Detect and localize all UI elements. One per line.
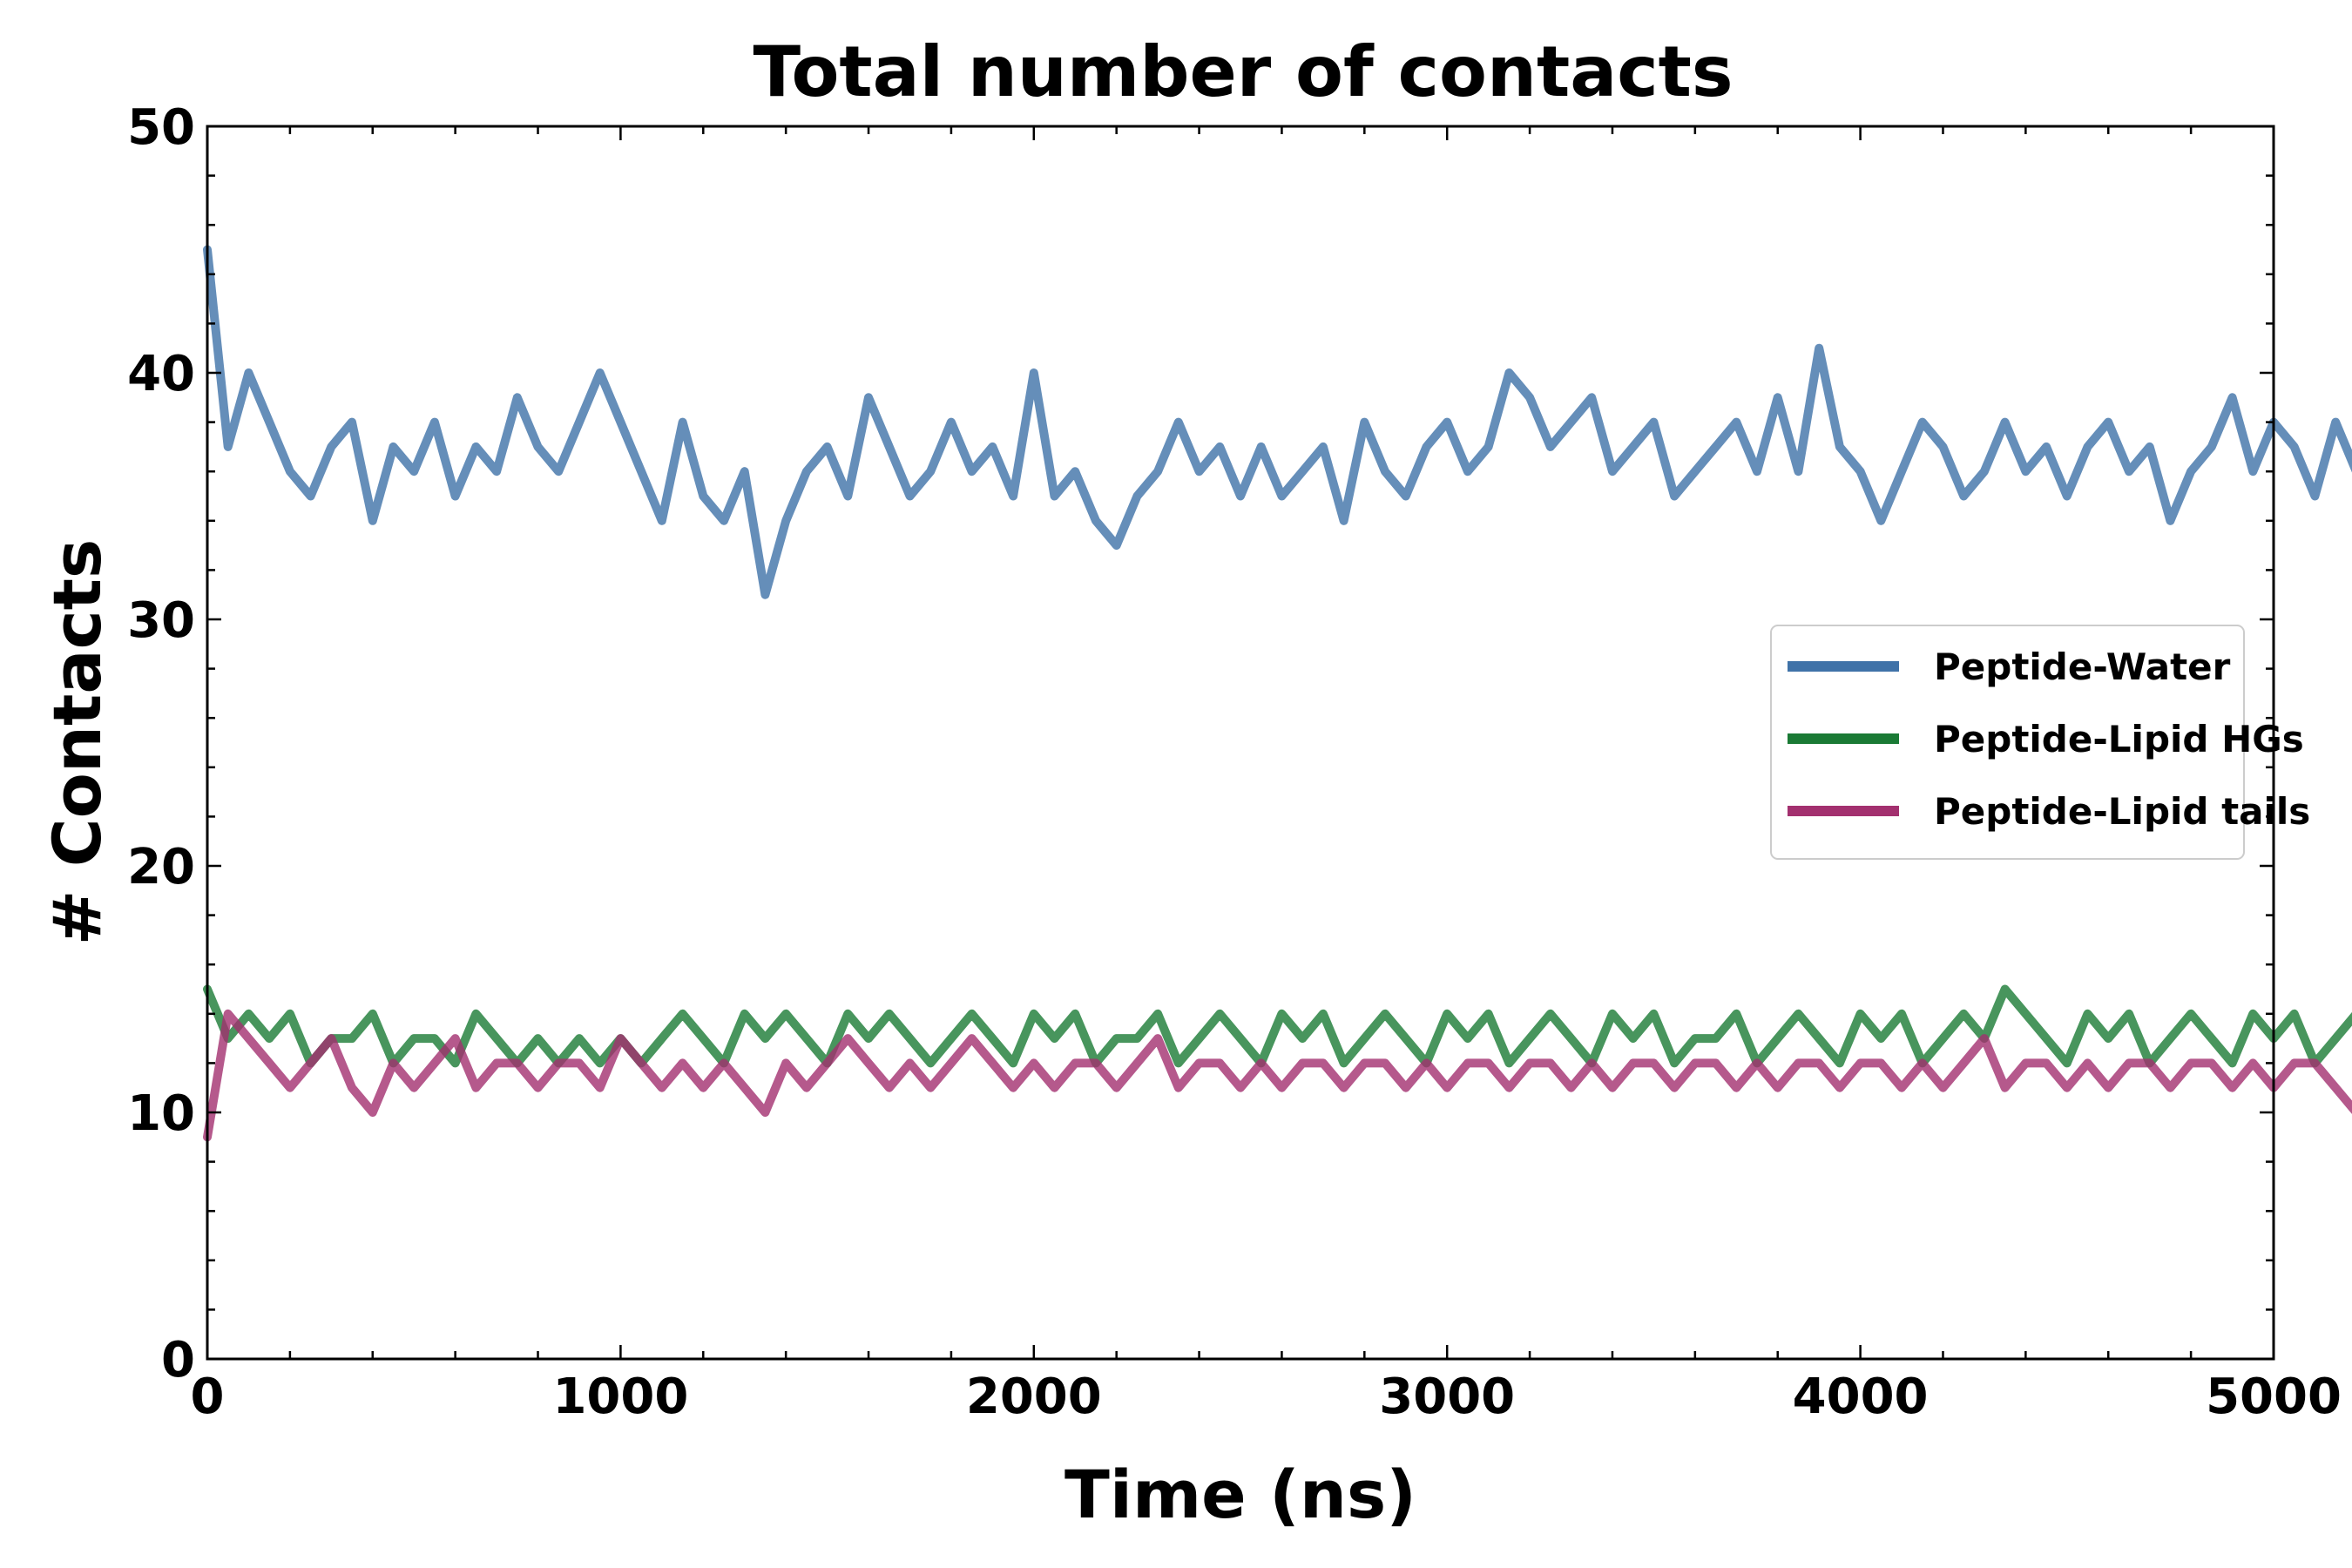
series-line-water	[203, 245, 2352, 599]
plot-area: 0 1000 2000 3000 4000 5000 0 10 20 30 40 50	[127, 99, 2352, 1425]
legend-entry-hgs: Peptide-Lipid HGs	[1788, 718, 2304, 760]
tick-layer	[206, 125, 2275, 1361]
legend-label-water: Peptide-Water	[1934, 645, 2231, 688]
legend-label-hgs: Peptide-Lipid HGs	[1934, 718, 2304, 760]
x-tick-label: 1000	[552, 1369, 688, 1425]
tick-label-layer: 0 1000 2000 3000 4000 5000 0 10 20 30 40 50	[127, 99, 2342, 1425]
chart-title: Total number of contacts	[754, 31, 1734, 112]
legend-box	[1770, 625, 2245, 860]
series-line-lipid-tails	[203, 1009, 2352, 1142]
y-axis-label: # Contacts	[38, 539, 116, 945]
y-tick-label: 50	[127, 99, 195, 156]
series-line-lipid-hgs	[203, 984, 2352, 1068]
legend: Peptide-Water Peptide-Lipid HGs Peptide-…	[1770, 625, 2310, 860]
y-tick-label: 10	[127, 1085, 195, 1142]
y-tick-label: 30	[127, 592, 195, 649]
x-tick-label: 4000	[1793, 1369, 1929, 1425]
legend-entry-tails: Peptide-Lipid tails	[1788, 790, 2310, 833]
x-axis-label: Time (ns)	[1064, 1456, 1416, 1533]
legend-entry-water: Peptide-Water	[1788, 645, 2231, 688]
x-tick-label: 2000	[966, 1369, 1102, 1425]
x-tick-label: 5000	[2206, 1369, 2342, 1425]
series-layer	[203, 245, 2352, 1142]
x-tick-label: 3000	[1379, 1369, 1515, 1425]
legend-label-tails: Peptide-Lipid tails	[1934, 790, 2310, 833]
plot-frame	[206, 125, 2275, 1361]
y-tick-label: 0	[161, 1332, 195, 1389]
x-tick-label: 0	[191, 1369, 225, 1425]
y-tick-label: 40	[127, 346, 195, 402]
y-tick-label: 20	[127, 839, 195, 896]
